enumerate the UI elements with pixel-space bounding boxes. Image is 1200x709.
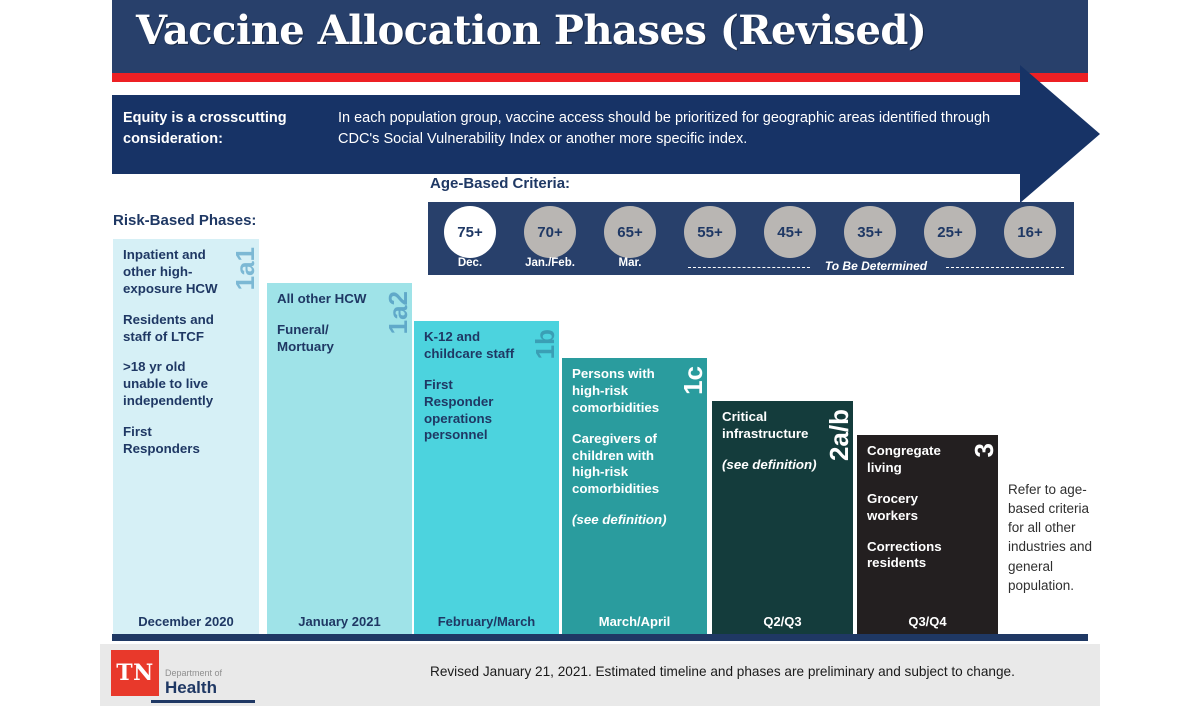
phase-item: Inpatient and other high-exposure HCW	[123, 247, 218, 296]
age-group-70plus[interactable]: 70+ Jan./Feb.	[513, 202, 587, 275]
phase-item: Caregivers of children with high-risk co…	[572, 430, 660, 497]
age-group-35plus[interactable]: 35+	[833, 202, 907, 275]
phase-tag-label: 1b	[530, 329, 560, 360]
phase-item: Corrections residents	[867, 538, 942, 571]
tn-logo-mark: TN	[111, 650, 159, 696]
phase-item: >18 yr old unable to live independently	[123, 359, 214, 409]
phase-bar-1a2[interactable]: 1a2 All other HCW Funeral/ Mortuary January…	[267, 283, 413, 634]
phase-item-list: Congregate living Grocery workers Correcti…	[867, 443, 964, 586]
age-group-55plus[interactable]: 55+	[673, 202, 747, 275]
age-group-timing: Jan./Feb.	[525, 257, 575, 269]
phase-item-list: Critical infrastructure (see definition)	[722, 409, 819, 488]
phase-item-list: Inpatient and other high-exposure HCW Res…	[123, 247, 225, 472]
age-circle-label: 25+	[924, 206, 976, 258]
dashed-line-left	[688, 267, 810, 268]
phase-tag-label: 3	[969, 443, 999, 458]
phase-date-label: March/April	[598, 614, 671, 629]
age-circle-label: 55+	[684, 206, 736, 258]
age-group-timing: Mar.	[618, 257, 642, 269]
age-circle-label: 70+	[524, 206, 576, 258]
phase-bar-1b[interactable]: 1b K-12 and childcare staff First Responde…	[414, 321, 560, 634]
phase-item: Grocery workers	[867, 490, 918, 523]
phase-item: All other HCW	[277, 291, 367, 306]
phase-bar-3[interactable]: 3 Congregate living Grocery workers Correct…	[857, 435, 999, 634]
to-be-determined-label: To Be Determined	[824, 259, 928, 273]
age-group-16plus[interactable]: 16+	[993, 202, 1067, 275]
phase-definition-note: (see definition)	[572, 512, 667, 528]
phase-date-label: Q3/Q4	[908, 614, 947, 629]
tn-logo-health: Health	[165, 678, 217, 697]
chart-baseline	[112, 634, 1088, 641]
equity-label: Equity is a crosscutting consideration:	[123, 110, 287, 147]
footer-bar: TN Department of Health Revised January …	[100, 644, 1100, 706]
title-bar: Vaccine Allocation Phases (Revised)	[112, 0, 1088, 73]
age-circle-label: 45+	[764, 206, 816, 258]
phase-date-label: February/March	[437, 614, 536, 629]
footer-revision-note: Revised January 21, 2021. Estimated time…	[430, 664, 1015, 679]
phase-date-label: December 2020	[138, 614, 234, 629]
age-circle-label: 65+	[604, 206, 656, 258]
title-red-rule	[112, 73, 1088, 82]
phase-date-label: Q2/Q3	[763, 614, 802, 629]
age-group-75plus[interactable]: 75+ Dec.	[433, 202, 507, 275]
title-white-rule	[112, 82, 1088, 88]
phase-tag-label: 1a2	[383, 291, 413, 335]
phase-item: First Responder operations personnel	[424, 376, 494, 443]
to-be-determined-row: To Be Determined	[686, 259, 1066, 275]
phase-bar-2a-b[interactable]: 2a/b Critical infrastructure (see definiti…	[712, 401, 854, 634]
page-title: Vaccine Allocation Phases (Revised)	[136, 7, 927, 54]
equity-text: In each population group, vaccine access…	[338, 110, 991, 148]
arrow-head-icon	[1020, 65, 1100, 203]
age-group-25plus[interactable]: 25+	[913, 202, 987, 275]
age-group-timing: Dec.	[457, 257, 483, 269]
phase-item: Residents and staff of LTCF	[123, 311, 214, 344]
age-criteria-panel: To Be Determined 75+ Dec. 70+ Jan./Feb. 65+ M…	[428, 202, 1074, 275]
phase-item: Persons with high-risk comorbidities	[572, 366, 660, 415]
age-circle-label: 16+	[1004, 206, 1056, 258]
general-population-note: Refer to age-based criteria for all othe…	[1008, 482, 1093, 593]
tn-logo-underline	[151, 700, 255, 703]
equity-banner-body: Equity is a crosscutting consideration: …	[112, 95, 1024, 174]
age-criteria-heading: Age-Based Criteria:	[430, 175, 571, 192]
age-circle-label: 75+	[444, 206, 496, 258]
phase-item: First Responders	[123, 424, 200, 456]
equity-banner: Equity is a crosscutting consideration: …	[112, 65, 1100, 203]
phase-definition-note: (see definition)	[722, 456, 817, 472]
risk-phases-heading: Risk-Based Phases:	[113, 212, 257, 229]
phase-bar-1a1[interactable]: 1a1 Inpatient and other high-exposure HCW…	[113, 239, 260, 634]
phase-date-label: January 2021	[298, 614, 381, 629]
age-group-65plus[interactable]: 65+ Mar.	[593, 202, 667, 275]
age-circle-label: 35+	[844, 206, 896, 258]
phase-tag-label: 2a/b	[824, 409, 854, 462]
phase-tag-label: 1a1	[230, 247, 260, 291]
phase-item: K-12 and childcare staff	[424, 329, 515, 361]
phase-item-list: K-12 and childcare staff First Responder …	[424, 329, 525, 458]
phase-item: Funeral/ Mortuary	[277, 321, 334, 354]
phase-item-list: Persons with high-risk comorbidities Care…	[572, 366, 673, 543]
phase-item-list: All other HCW Funeral/ Mortuary	[277, 291, 378, 370]
phase-item: Critical infrastructure	[722, 409, 809, 441]
tn-logo-department: Department of	[165, 668, 223, 678]
phase-item: Congregate living	[867, 443, 941, 475]
tn-health-logo: TN Department of Health	[111, 650, 271, 703]
age-group-45plus[interactable]: 45+	[753, 202, 827, 275]
dashed-line-right	[946, 267, 1064, 268]
phase-bar-1c[interactable]: 1c Persons with high-risk comorbidities Ca…	[562, 358, 708, 634]
phase-tag-label: 1c	[678, 366, 708, 395]
